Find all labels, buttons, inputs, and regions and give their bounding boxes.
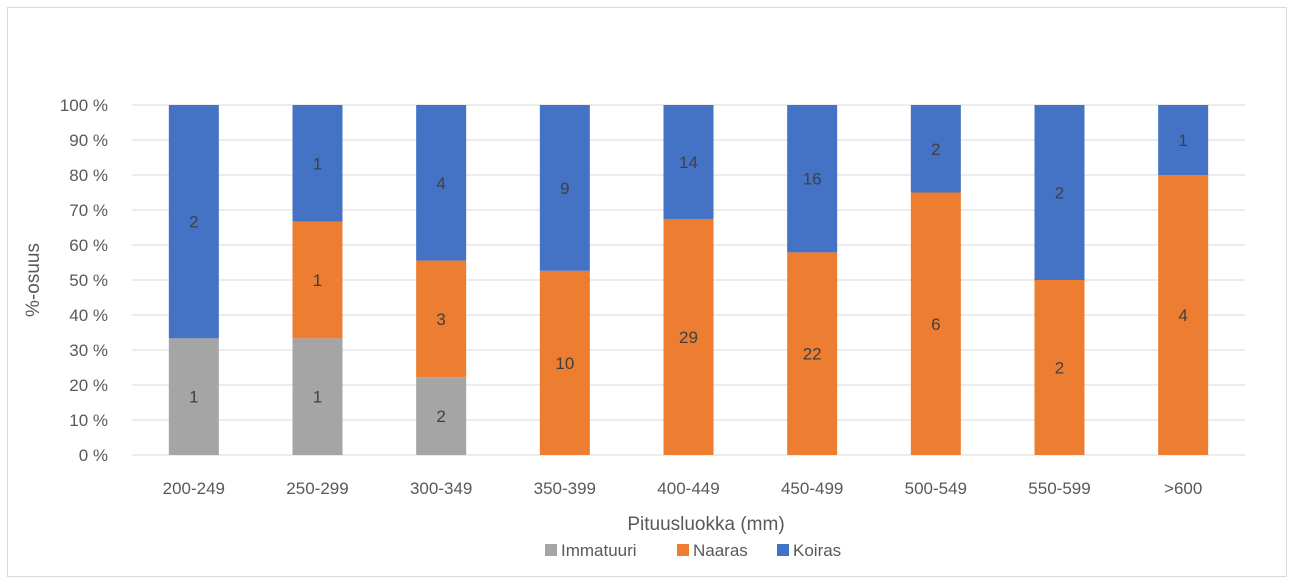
x-tick-label: 450-499 — [781, 479, 843, 498]
bar-segment — [910, 192, 961, 455]
bar-segment — [1158, 105, 1209, 175]
bar-segment — [1034, 280, 1085, 455]
bar-segment — [416, 105, 467, 261]
x-tick-label: 200-249 — [163, 479, 225, 498]
y-tick-label: 60 % — [69, 236, 108, 255]
y-tick-label: 20 % — [69, 376, 108, 395]
bar-segment — [292, 221, 343, 339]
bar-segment — [663, 218, 714, 455]
y-axis-title: %-osuus — [23, 243, 44, 317]
y-tick-label: 40 % — [69, 306, 108, 325]
x-tick-label: 400-449 — [657, 479, 719, 498]
y-tick-label: 70 % — [69, 201, 108, 220]
legend: Immatuuri Naaras Koiras — [545, 541, 841, 560]
bar-segment — [168, 105, 219, 339]
data-label: 2 — [189, 213, 198, 232]
data-label: 4 — [1178, 306, 1187, 325]
bar-segment — [787, 105, 838, 253]
x-tick-label: 300-349 — [410, 479, 472, 498]
y-tick-label: 10 % — [69, 411, 108, 430]
bar-segment — [1034, 105, 1085, 280]
legend-swatch — [677, 544, 689, 556]
bar-segment — [663, 105, 714, 219]
data-label: 9 — [560, 179, 569, 198]
x-tick-label: 550-599 — [1028, 479, 1090, 498]
legend-swatch — [777, 544, 789, 556]
y-axis-tick-labels: 0 % 10 % 20 % 30 % 40 % 50 % 60 % 70 % 80 % 90 % 1… — [60, 96, 108, 465]
y-tick-label: 30 % — [69, 341, 108, 360]
data-label: 1 — [313, 388, 322, 407]
x-tick-label: 500-549 — [905, 479, 967, 498]
bar-segment — [168, 338, 219, 455]
y-tick-label: 0 % — [79, 446, 108, 465]
x-tick-label: >600 — [1164, 479, 1202, 498]
bar-segment — [787, 252, 838, 455]
bar-segment — [416, 377, 467, 455]
data-label: 16 — [803, 170, 822, 189]
data-label: 3 — [436, 310, 445, 329]
y-tick-label: 100 % — [60, 96, 108, 115]
bar-segment — [539, 105, 590, 271]
x-axis-tick-labels: 200-249 250-299 300-349 350-399 400-449 450-4… — [163, 479, 1203, 498]
bar-segment — [910, 105, 961, 193]
data-label: 1 — [1178, 131, 1187, 150]
bar-segment — [1158, 175, 1209, 455]
data-label: 2 — [1055, 359, 1064, 378]
legend-swatch — [545, 544, 557, 556]
data-label: 2 — [436, 407, 445, 426]
data-label: 2 — [1055, 184, 1064, 203]
bars — [168, 105, 1209, 455]
legend-label: Immatuuri — [561, 541, 637, 560]
bar-segment — [539, 270, 590, 455]
data-label: 2 — [931, 140, 940, 159]
legend-label: Naaras — [693, 541, 748, 560]
data-label: 10 — [555, 354, 574, 373]
bar-segment — [292, 338, 343, 455]
legend-label: Koiras — [793, 541, 841, 560]
data-label: 1 — [189, 388, 198, 407]
bar-segment — [292, 105, 343, 222]
data-label: 29 — [679, 328, 698, 347]
y-tick-label: 50 % — [69, 271, 108, 290]
x-tick-label: 250-299 — [286, 479, 348, 498]
y-tick-label: 90 % — [69, 131, 108, 150]
data-label: 14 — [679, 153, 698, 172]
data-label: 1 — [313, 271, 322, 290]
data-label: 1 — [313, 154, 322, 173]
data-label: 22 — [803, 345, 822, 364]
bar-segment — [416, 260, 467, 378]
x-axis-title: Pituusluokka (mm) — [627, 514, 784, 535]
data-label: 6 — [931, 315, 940, 334]
data-label: 4 — [436, 174, 445, 193]
x-tick-label: 350-399 — [534, 479, 596, 498]
y-tick-label: 80 % — [69, 166, 108, 185]
